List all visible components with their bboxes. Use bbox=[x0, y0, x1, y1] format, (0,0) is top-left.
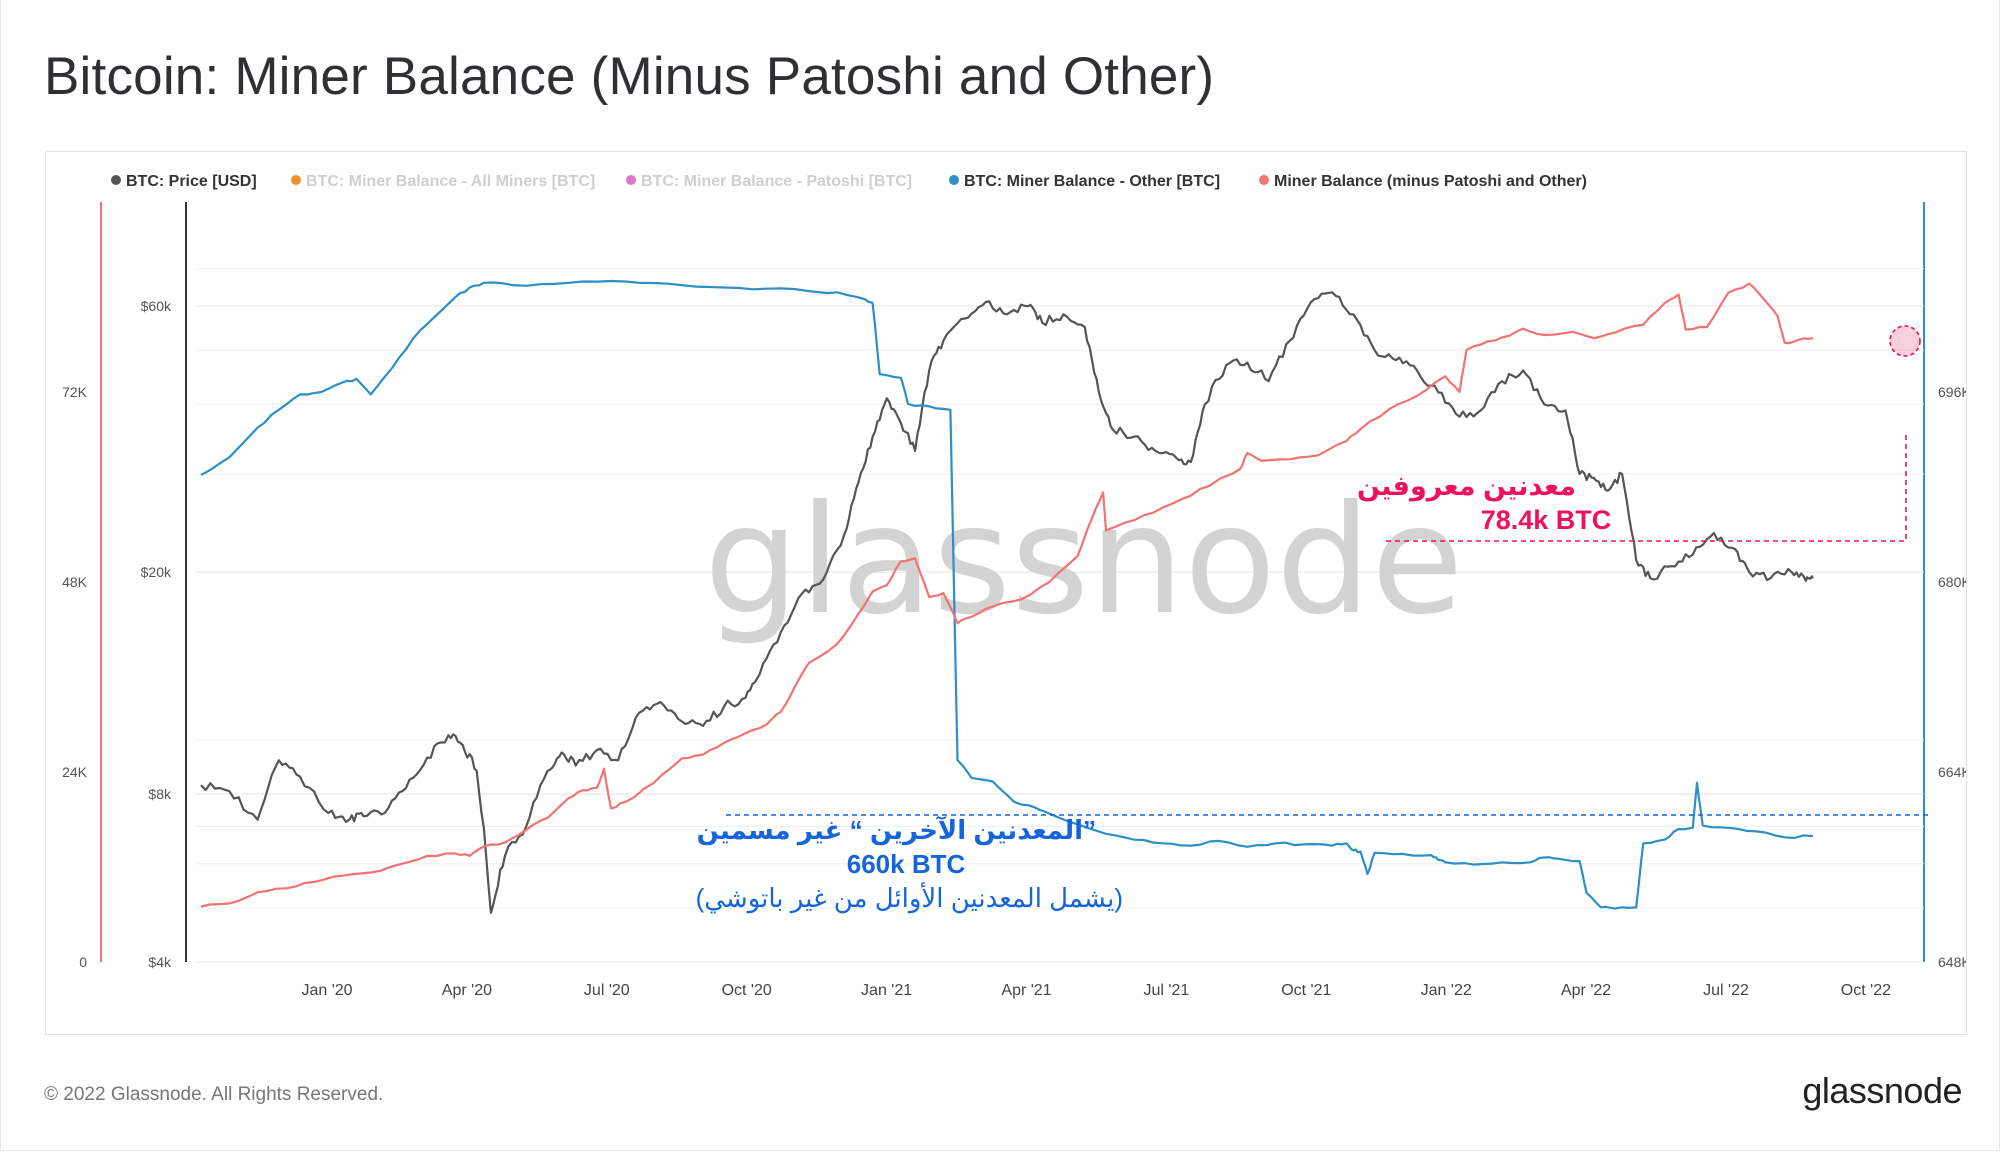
legend-item[interactable]: BTC: Price [USD] bbox=[111, 173, 257, 190]
legend-label: BTC: Miner Balance - Patoshi [BTC] bbox=[641, 173, 912, 190]
minus-patoshi-tick-label: 0 bbox=[79, 954, 87, 970]
glassnode-logo: glassnode bbox=[1802, 1070, 1962, 1111]
x-tick-label: Jul '20 bbox=[584, 982, 630, 999]
x-tick-label: Jan '21 bbox=[861, 982, 912, 999]
y-axis-ticks: $4k $8k $20k $60k 0 24K 48K 72K 648K 664K 680K 696K bbox=[62, 298, 1966, 970]
legend-dot-icon bbox=[949, 175, 959, 185]
x-tick-label: Oct '22 bbox=[1841, 982, 1891, 999]
other-tick-label: 680K bbox=[1938, 574, 1966, 590]
legend-label: BTC: Price [USD] bbox=[126, 173, 257, 190]
legend-dot-icon bbox=[1259, 175, 1269, 185]
other-tick-label: 696K bbox=[1938, 384, 1966, 400]
annotation-known-miners: معدنين معروفين bbox=[1357, 471, 1576, 502]
page-title: Bitcoin: Miner Balance (Minus Patoshi an… bbox=[44, 47, 1215, 106]
annotation-other-miners-note: (يشمل المعدنين الأوائل من غير باتوشي) bbox=[696, 881, 1123, 914]
legend-item[interactable]: BTC: Miner Balance - All Miners [BTC] bbox=[291, 173, 595, 190]
minus-patoshi-tick-label: 48K bbox=[62, 574, 88, 590]
x-tick-label: Jan '20 bbox=[301, 982, 352, 999]
price-tick-label: $60k bbox=[141, 298, 172, 314]
annotation-other-miners-value: 660k BTC bbox=[847, 849, 966, 879]
chart-series bbox=[200, 279, 1814, 914]
series-line bbox=[200, 291, 1814, 914]
series-line bbox=[200, 282, 1814, 908]
x-tick-label: Apr '21 bbox=[1001, 982, 1051, 999]
legend-item[interactable]: BTC: Miner Balance - Patoshi [BTC] bbox=[626, 173, 912, 190]
legend-item[interactable]: BTC: Miner Balance - Other [BTC] bbox=[949, 173, 1220, 190]
x-tick-label: Apr '22 bbox=[1561, 982, 1611, 999]
x-tick-label: Jan '22 bbox=[1421, 982, 1472, 999]
watermark: glassnode bbox=[704, 474, 1463, 648]
legend-dot-icon bbox=[111, 175, 121, 185]
minus-patoshi-tick-label: 72K bbox=[62, 384, 88, 400]
x-tick-label: Apr '20 bbox=[442, 982, 492, 999]
x-tick-label: Jul '22 bbox=[1703, 982, 1749, 999]
legend-label: Miner Balance (minus Patoshi and Other) bbox=[1274, 173, 1587, 190]
series-line bbox=[200, 279, 1814, 910]
x-tick-label: Oct '21 bbox=[1281, 982, 1331, 999]
annotation-known-miners-value: 78.4k BTC bbox=[1481, 505, 1612, 535]
x-axis-ticks: Jan '20 Apr '20 Jul '20 Oct '20 Jan '21 Apr '… bbox=[301, 982, 1891, 999]
price-tick-label: $20k bbox=[141, 564, 172, 580]
legend-dot-icon bbox=[291, 175, 301, 185]
copyright-text: © 2022 Glassnode. All Rights Reserved. bbox=[44, 1084, 384, 1105]
legend-dot-icon bbox=[626, 175, 636, 185]
minus-patoshi-tick-label: 24K bbox=[62, 764, 88, 780]
other-tick-label: 648K bbox=[1938, 954, 1966, 970]
x-tick-label: Jul '21 bbox=[1144, 982, 1190, 999]
x-tick-label: Oct '20 bbox=[722, 982, 772, 999]
other-tick-label: 664K bbox=[1938, 764, 1966, 780]
price-tick-label: $4k bbox=[148, 954, 172, 970]
chart-legend: BTC: Price [USD] BTC: Miner Balance - All… bbox=[111, 173, 1587, 190]
legend-label: BTC: Miner Balance - All Miners [BTC] bbox=[306, 173, 595, 190]
last-value-marker bbox=[1889, 325, 1921, 357]
legend-label: BTC: Miner Balance - Other [BTC] bbox=[964, 173, 1220, 190]
annotation-other-miners: المعدنين الآخرين “ غير مسمين” bbox=[697, 815, 1096, 846]
chart-svg: BTC: Price [USD] BTC: Miner Balance - All… bbox=[62, 173, 1966, 999]
legend-item[interactable]: Miner Balance (minus Patoshi and Other) bbox=[1259, 173, 1587, 190]
price-tick-label: $8k bbox=[148, 786, 172, 802]
chart-panel: BTC: Price [USD] BTC: Miner Balance - All… bbox=[45, 151, 1967, 1035]
